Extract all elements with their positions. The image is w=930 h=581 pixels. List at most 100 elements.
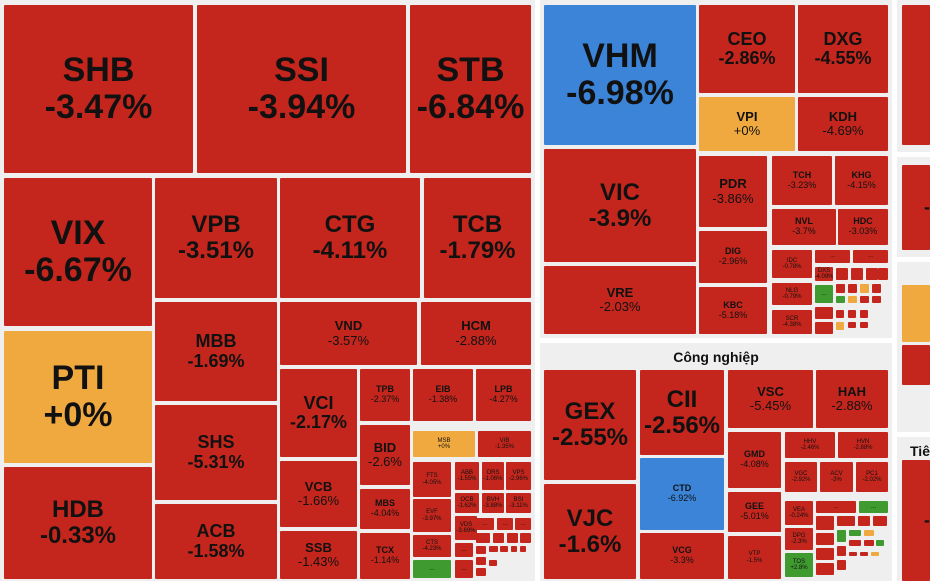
stock-tile-ABB[interactable]: ABB -1.55% bbox=[455, 462, 479, 490]
small-stock-tile[interactable]: ... bbox=[815, 285, 833, 303]
small-stock-tile[interactable]: ... bbox=[815, 250, 850, 263]
stock-tile-VHM[interactable]: VHM -6.98% bbox=[544, 5, 696, 145]
stock-tile-BVH[interactable]: BVH -3.88% bbox=[482, 493, 504, 513]
small-stock-tile[interactable] bbox=[848, 310, 856, 318]
stock-tile-VCB[interactable]: VCB -1.66% bbox=[280, 461, 357, 527]
stock-tile-VGC[interactable]: VGC -2.92% bbox=[785, 462, 817, 492]
small-stock-tile[interactable] bbox=[507, 533, 518, 543]
small-stock-tile[interactable] bbox=[500, 546, 508, 552]
stock-tile-TOS[interactable]: TOS +2.8% bbox=[785, 553, 813, 577]
stock-tile-NLG[interactable]: NLG -0.79% bbox=[772, 283, 812, 305]
stock-tile-EVF[interactable]: EVF -3.97% bbox=[413, 499, 451, 532]
small-stock-tile[interactable] bbox=[851, 268, 863, 280]
stock-tile-VRE[interactable]: VRE -2.03% bbox=[544, 266, 696, 334]
stock-tile-OCB[interactable]: OCB -1.62% bbox=[455, 493, 479, 513]
stock-tile-VSC[interactable]: VSC -5.45% bbox=[728, 370, 813, 428]
small-stock-tile[interactable] bbox=[815, 307, 833, 319]
small-stock-tile[interactable] bbox=[860, 310, 868, 318]
small-stock-tile[interactable] bbox=[902, 5, 930, 145]
small-stock-tile[interactable] bbox=[489, 560, 497, 566]
stock-tile-DIG[interactable]: DIG -2.96% bbox=[699, 231, 767, 283]
small-stock-tile[interactable] bbox=[848, 322, 856, 328]
small-stock-tile[interactable] bbox=[848, 284, 857, 293]
small-stock-tile[interactable] bbox=[849, 530, 861, 536]
small-stock-tile[interactable] bbox=[476, 557, 486, 565]
small-stock-tile[interactable] bbox=[520, 546, 526, 552]
stock-tile-IDC[interactable]: IDC -0.78% bbox=[772, 250, 812, 278]
small-stock-tile[interactable] bbox=[493, 533, 504, 543]
stock-tile-VIB[interactable]: VIB -1.35% bbox=[478, 431, 531, 457]
small-stock-tile[interactable] bbox=[860, 284, 869, 293]
small-stock-tile[interactable] bbox=[872, 296, 881, 303]
stock-tile-HAH[interactable]: HAH -2.88% bbox=[816, 370, 888, 428]
stock-tile-HVN[interactable]: HVN -2.88% bbox=[838, 432, 888, 458]
stock-tile-SSB[interactable]: SSB -1.43% bbox=[280, 531, 357, 579]
stock-tile-CII[interactable]: CII -2.56% bbox=[640, 370, 724, 455]
stock-tile-VPB[interactable]: VPB -3.51% bbox=[155, 178, 277, 298]
stock-tile-HDC[interactable]: HDC -3.03% bbox=[838, 209, 888, 245]
stock-tile-VDS[interactable]: VDS -3.69% bbox=[455, 516, 477, 540]
stock-tile-ACB[interactable]: ACB -1.58% bbox=[155, 504, 277, 579]
small-stock-tile[interactable] bbox=[866, 268, 878, 280]
small-stock-tile[interactable] bbox=[848, 296, 857, 303]
small-stock-tile[interactable] bbox=[860, 552, 868, 556]
small-stock-tile[interactable] bbox=[476, 546, 486, 554]
stock-tile-KHG[interactable]: KHG -4.15% bbox=[835, 156, 888, 205]
stock-tile-PC1[interactable]: PC1 -2.02% bbox=[856, 462, 888, 492]
stock-tile-CTS[interactable]: CTS -4.23% bbox=[413, 535, 451, 557]
small-stock-tile[interactable] bbox=[836, 322, 844, 330]
small-stock-tile[interactable] bbox=[878, 268, 888, 280]
stock-tile-SHB[interactable]: SHB -3.47% bbox=[4, 5, 193, 173]
stock-tile-PDR[interactable]: PDR -3.86% bbox=[699, 156, 767, 227]
small-stock-tile[interactable] bbox=[873, 516, 887, 526]
small-stock-tile[interactable] bbox=[902, 345, 930, 385]
small-stock-tile[interactable]: ... bbox=[455, 543, 473, 557]
small-stock-tile[interactable] bbox=[476, 568, 486, 576]
small-stock-tile[interactable] bbox=[849, 552, 857, 556]
stock-tile-EIB[interactable]: EIB -1.38% bbox=[413, 369, 473, 421]
stock-tile-HDB[interactable]: HDB -0.33% bbox=[4, 467, 152, 579]
small-stock-tile[interactable] bbox=[871, 552, 879, 556]
stock-tile-KDH[interactable]: KDH -4.69% bbox=[798, 97, 888, 151]
small-stock-tile[interactable]: ... bbox=[816, 501, 856, 513]
small-stock-tile[interactable] bbox=[837, 560, 846, 570]
stock-tile-CEO[interactable]: CEO -2.86% bbox=[699, 5, 795, 93]
partial-stock-tile[interactable]: - bbox=[902, 165, 930, 250]
small-stock-tile[interactable] bbox=[520, 533, 531, 543]
small-stock-tile[interactable]: ... bbox=[515, 518, 531, 530]
stock-tile-DXS[interactable]: DXS -4.09% bbox=[815, 267, 833, 281]
small-stock-tile[interactable] bbox=[836, 310, 844, 318]
partial-stock-tile[interactable]: - bbox=[902, 460, 930, 581]
small-stock-tile[interactable] bbox=[864, 530, 874, 536]
stock-tile-VEA[interactable]: VEA -0.24% bbox=[785, 501, 813, 525]
stock-tile-FTS[interactable]: FTS -4.05% bbox=[413, 462, 451, 497]
small-stock-tile[interactable]: ... bbox=[455, 560, 473, 578]
stock-tile-VPS[interactable]: VPS -2.96% bbox=[506, 462, 531, 490]
small-stock-tile[interactable] bbox=[816, 533, 834, 545]
small-stock-tile[interactable] bbox=[872, 284, 881, 293]
stock-tile-VIC[interactable]: VIC -3.9% bbox=[544, 149, 696, 262]
small-stock-tile[interactable] bbox=[476, 533, 490, 543]
stock-tile-TCH[interactable]: TCH -3.23% bbox=[772, 156, 832, 205]
stock-tile-HCM[interactable]: HCM -2.88% bbox=[421, 302, 531, 365]
stock-tile-BSI[interactable]: BSI -3.11% bbox=[506, 493, 531, 513]
stock-tile-VPI[interactable]: VPI +0% bbox=[699, 97, 795, 151]
small-stock-tile[interactable]: ... bbox=[476, 518, 494, 530]
stock-tile-SHS[interactable]: SHS -5.31% bbox=[155, 405, 277, 500]
stock-tile-VTP[interactable]: VTP -1.5% bbox=[728, 536, 781, 579]
stock-tile-TCB[interactable]: TCB -1.79% bbox=[424, 178, 531, 298]
small-stock-tile[interactable] bbox=[837, 516, 855, 526]
small-stock-tile[interactable] bbox=[902, 285, 930, 342]
stock-tile-VND[interactable]: VND -3.57% bbox=[280, 302, 417, 365]
small-stock-tile[interactable] bbox=[816, 516, 834, 530]
small-stock-tile[interactable] bbox=[489, 546, 498, 552]
small-stock-tile[interactable] bbox=[816, 563, 834, 575]
small-stock-tile[interactable] bbox=[511, 546, 517, 552]
stock-tile-NVL[interactable]: NVL -3.7% bbox=[772, 209, 836, 245]
small-stock-tile[interactable] bbox=[837, 530, 846, 542]
stock-tile-VIX[interactable]: VIX -6.67% bbox=[4, 178, 152, 326]
stock-tile-ACV[interactable]: ACV -3% bbox=[820, 462, 853, 492]
stock-tile-MSB[interactable]: MSB +0% bbox=[413, 431, 475, 457]
stock-tile-CTG[interactable]: CTG -4.11% bbox=[280, 178, 420, 298]
stock-tile-GEX[interactable]: GEX -2.55% bbox=[544, 370, 636, 480]
